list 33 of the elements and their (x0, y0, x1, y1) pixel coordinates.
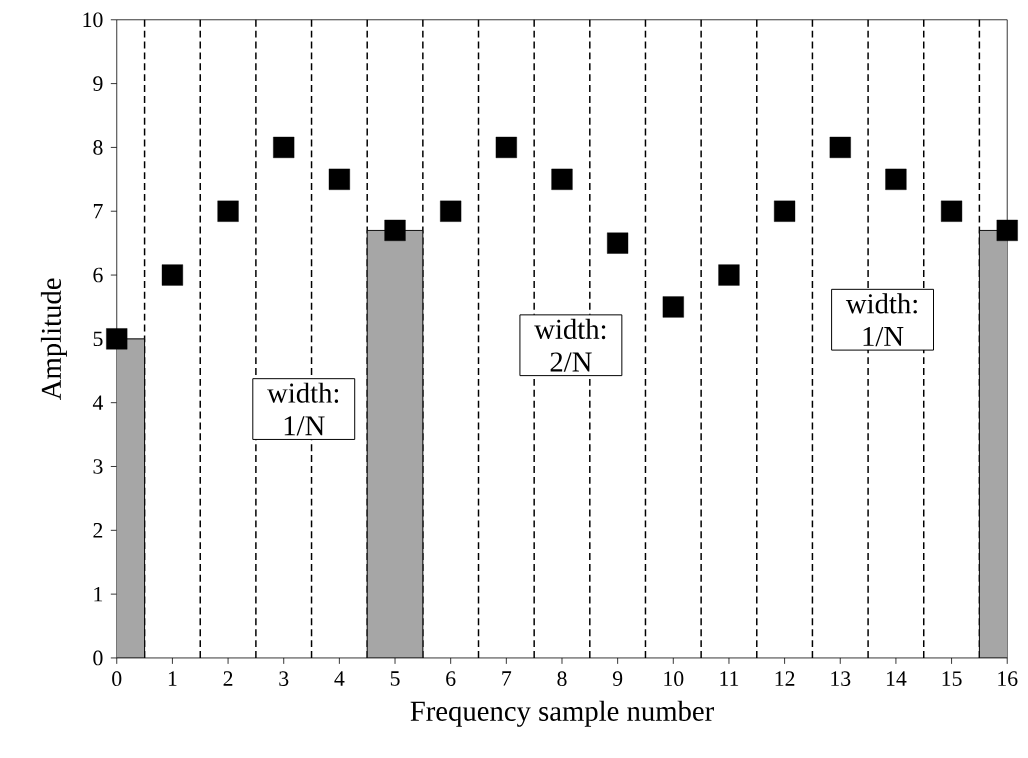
x-tick-label: 1 (168, 671, 177, 686)
x-tick-label: 16 (998, 671, 1018, 687)
x-tick-label: 9 (612, 671, 623, 687)
y-tick-label: 1 (94, 587, 103, 602)
x-tick-label: 8 (557, 671, 567, 687)
annotation: width: 1/N (845, 293, 917, 347)
y-tick-label: 7 (93, 204, 103, 219)
x-tick-label: 0 (112, 671, 122, 687)
y-tick-label: 9 (93, 76, 103, 91)
x-tick-label: 3 (279, 671, 289, 687)
x-tick-label: 11 (720, 671, 739, 686)
x-tick-label: 14 (886, 671, 907, 686)
x-tick-label: 15 (942, 671, 962, 686)
x-tick-label: 7 (502, 671, 512, 686)
y-tick-label: 6 (93, 267, 103, 283)
y-tick-label: 10 (83, 12, 103, 28)
x-tick-label: 13 (831, 671, 851, 687)
x-tick-label: 5 (390, 671, 400, 686)
x-tick-label: 6 (446, 671, 456, 687)
annotation: width: 1/N (267, 382, 339, 436)
x-axis-title: Frequency sample number (410, 700, 714, 727)
y-tick-label: 5 (93, 331, 103, 347)
y-tick-label: 3 (93, 459, 103, 474)
y-tick-label: 8 (93, 140, 103, 155)
x-tick-label: 10 (664, 671, 684, 687)
y-axis-title: Amplitude (40, 278, 67, 401)
x-tick-label: 12 (775, 671, 795, 686)
y-tick-label: 2 (93, 523, 103, 538)
annotation: width: 2/N (534, 318, 606, 372)
x-tick-label: 2 (223, 671, 233, 686)
y-tick-label: 4 (92, 395, 104, 410)
y-tick-label: 0 (93, 650, 103, 666)
x-tick-label: 4 (334, 671, 345, 686)
